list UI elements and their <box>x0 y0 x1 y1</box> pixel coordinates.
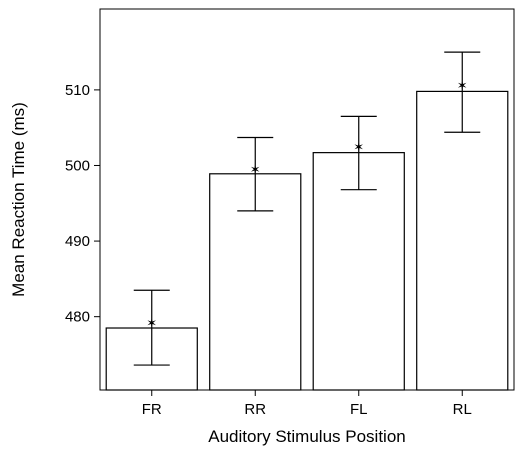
y-tick-label: 510 <box>65 82 90 99</box>
x-tick-label: FR <box>142 401 162 418</box>
error-bar-rl <box>444 51 481 133</box>
y-tick-label: 480 <box>65 309 90 326</box>
error-bars-layer <box>133 51 481 366</box>
y-axis: 480 490 500 510 <box>65 82 100 326</box>
x-tick-label: RR <box>244 401 266 418</box>
error-bar-fl <box>340 115 377 191</box>
plot-frame <box>99 8 515 391</box>
x-tick-label: FL <box>350 401 368 418</box>
y-tick-label: 490 <box>65 233 90 250</box>
error-bar-rr <box>237 136 274 212</box>
mean-marker-fl: ✶ <box>353 140 364 155</box>
mean-markers-layer: ✶ ✶ ✶ ✶ <box>146 79 467 331</box>
mean-marker-rl: ✶ <box>457 79 468 94</box>
mean-marker-fr: ✶ <box>146 316 157 331</box>
mean-marker-rr: ✶ <box>250 163 261 178</box>
y-tick-label: 500 <box>65 157 90 174</box>
x-tick-label: RL <box>453 401 472 418</box>
error-bar-fr <box>133 289 170 366</box>
y-axis-title: Mean Reaction Time (ms) <box>9 102 28 297</box>
bars-layer <box>105 90 509 391</box>
x-axis: FR RR FL RL <box>142 390 472 418</box>
bar-rl <box>416 90 509 391</box>
x-axis-title: Auditory Stimulus Position <box>208 427 405 446</box>
plot-area <box>99 8 515 391</box>
